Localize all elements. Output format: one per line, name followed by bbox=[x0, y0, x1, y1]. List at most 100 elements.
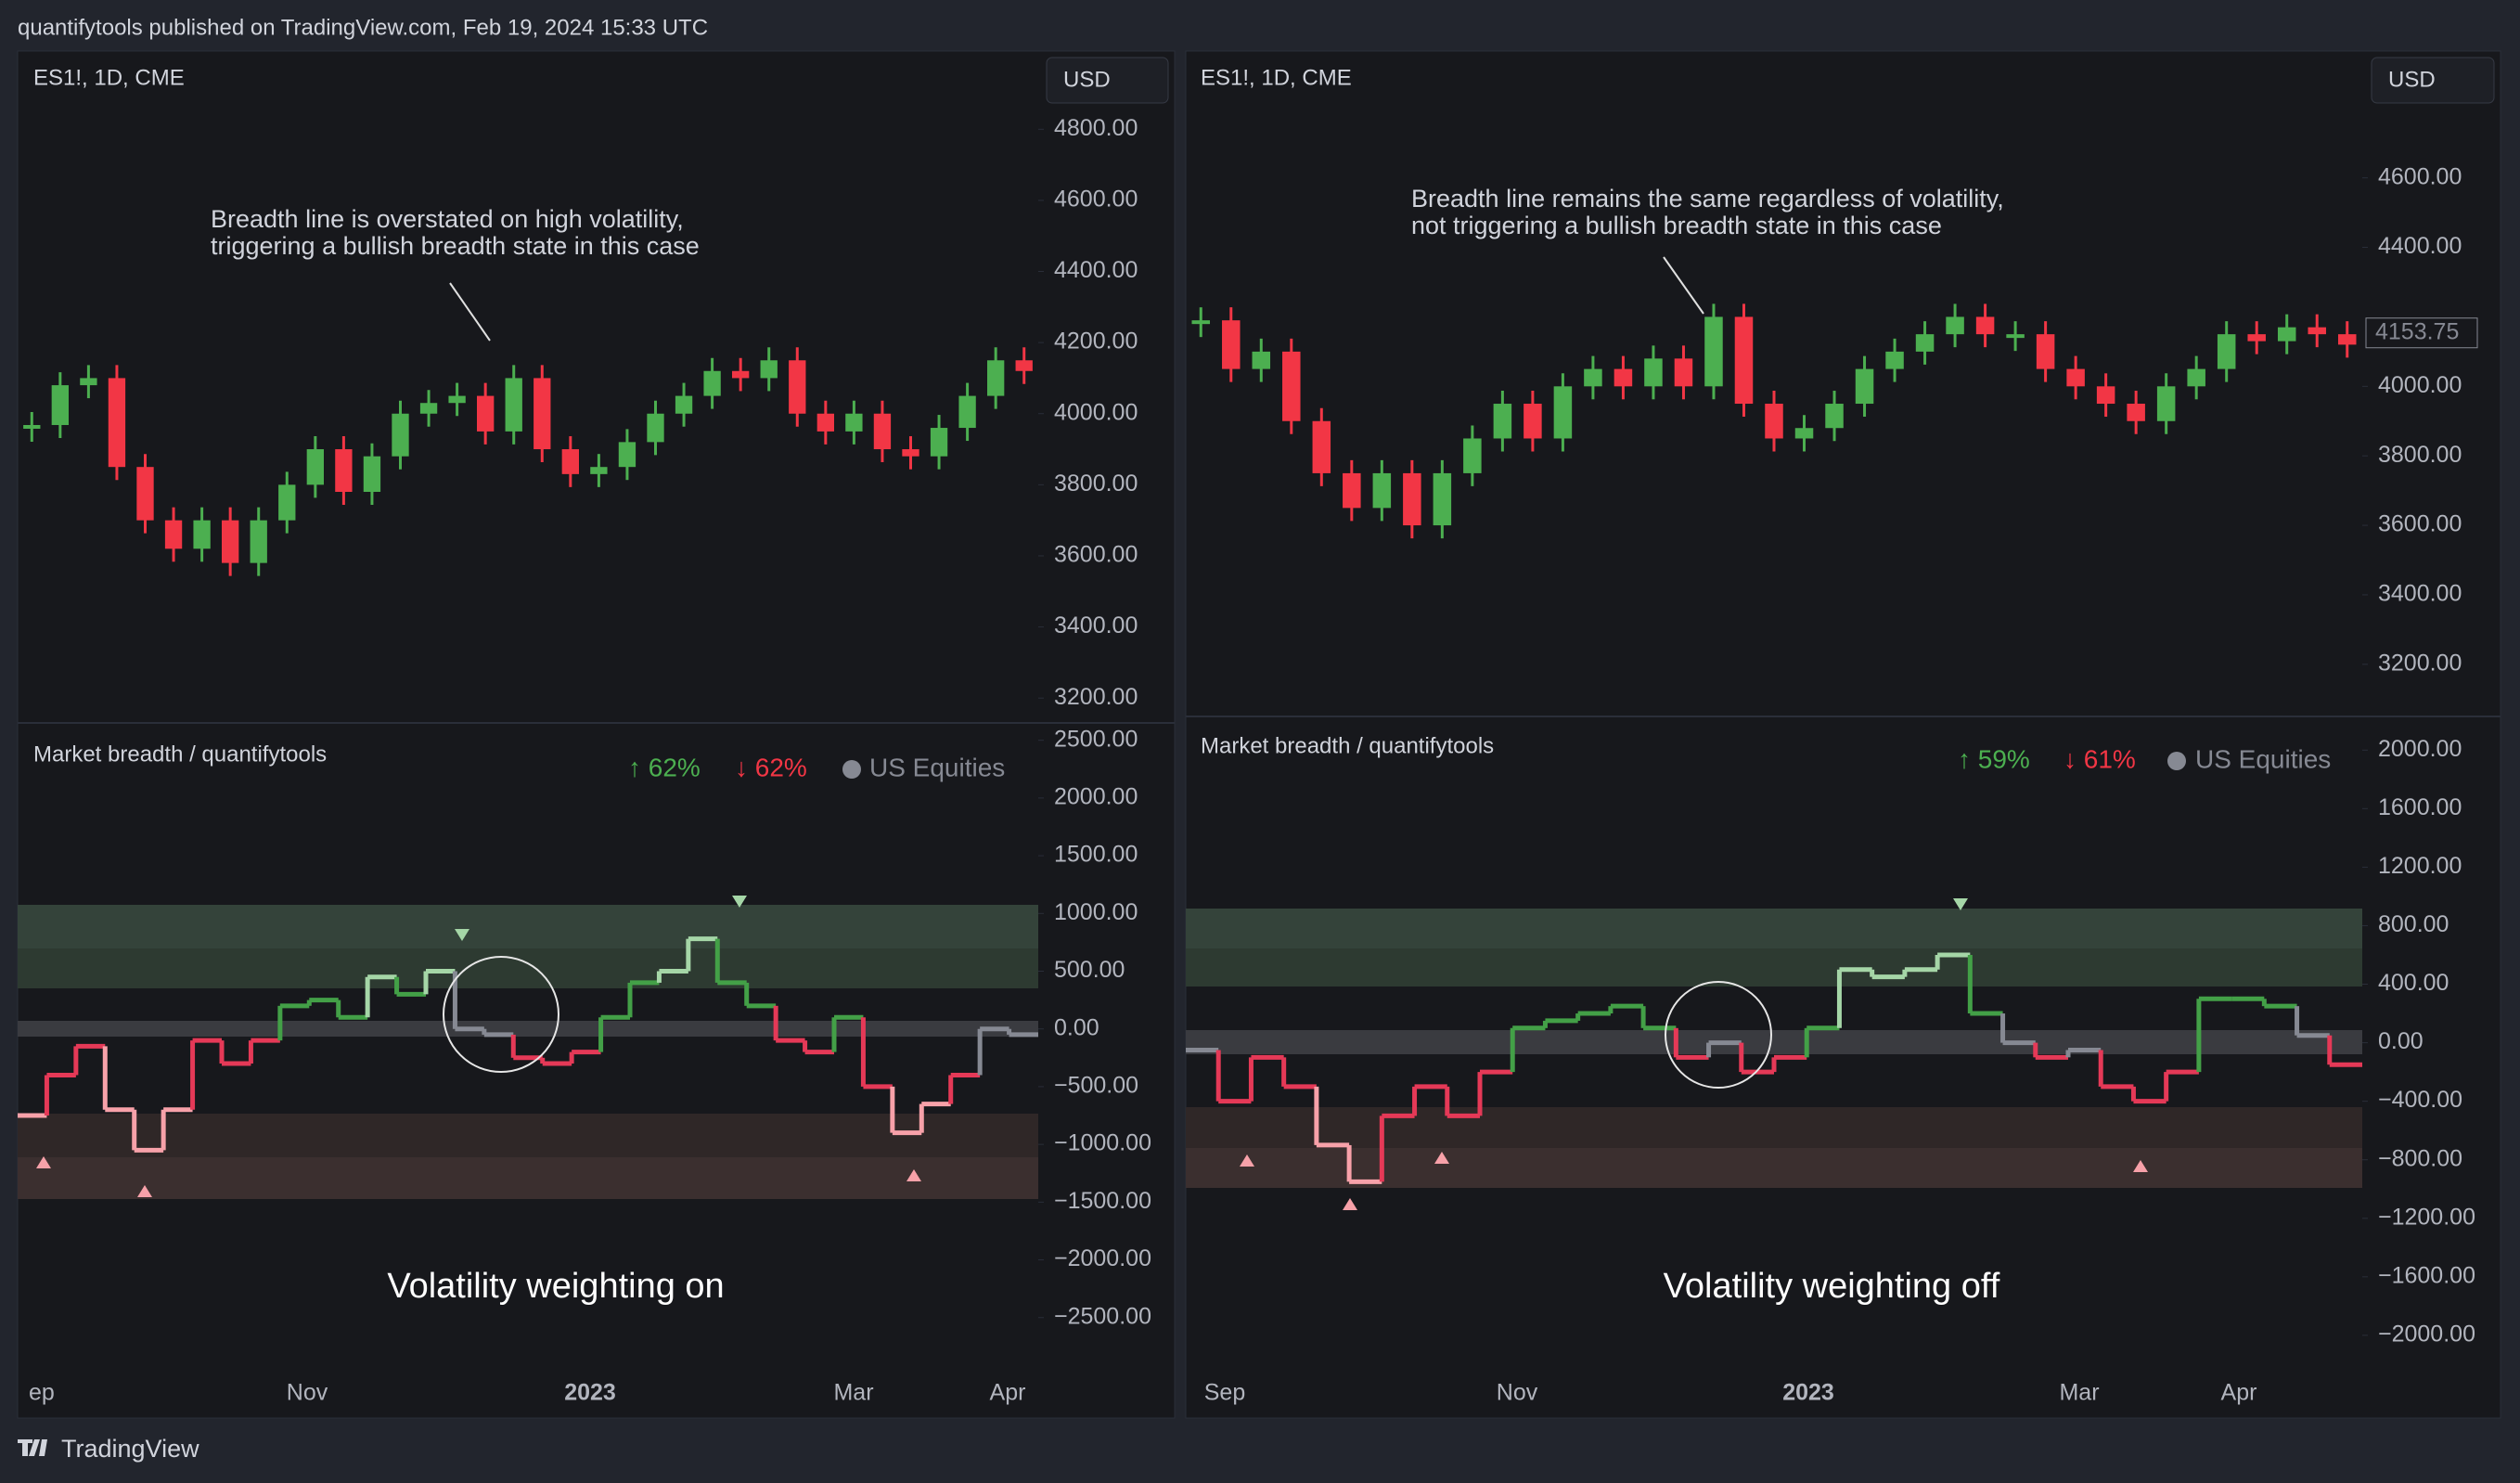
candle bbox=[136, 467, 154, 521]
last-price: 4153.75 bbox=[2375, 318, 2459, 344]
pointer bbox=[1663, 256, 1704, 315]
x-tick-label: Sep bbox=[1204, 1380, 1245, 1406]
candle bbox=[1524, 404, 1542, 439]
right-zones bbox=[1186, 909, 2362, 1188]
candle bbox=[789, 360, 806, 414]
marker bbox=[1434, 1152, 1449, 1164]
candle bbox=[1463, 438, 1482, 473]
y-tick-label: 0.00 bbox=[2378, 1028, 2424, 1054]
y-tick-label: −400.00 bbox=[2378, 1087, 2462, 1113]
x-tick-label: Nov bbox=[287, 1380, 328, 1406]
y-tick-label: 4400.00 bbox=[2378, 233, 2462, 259]
candle bbox=[732, 370, 750, 379]
marker bbox=[137, 1185, 152, 1197]
candle bbox=[2006, 334, 2025, 339]
legend-dot bbox=[2167, 752, 2186, 770]
candle bbox=[1282, 351, 1301, 421]
marker bbox=[36, 1156, 51, 1168]
annotation: Breadth line remains the same regardless… bbox=[1411, 185, 2004, 213]
candle bbox=[222, 520, 239, 563]
candle bbox=[1372, 472, 1392, 509]
y-tick-label: 3400.00 bbox=[1054, 613, 1138, 638]
marks: 3200.00 3400.00 3600.00 3800.00 4000.00 4200.… bbox=[18, 115, 2478, 1406]
y-tick-label: 4800.00 bbox=[1054, 115, 1138, 141]
signal-markers bbox=[36, 896, 2148, 1210]
candle bbox=[760, 360, 778, 379]
y-tick-label: 4000.00 bbox=[1054, 399, 1138, 425]
candle bbox=[1403, 472, 1421, 526]
annotation: not triggering a bullish breadth state i… bbox=[1411, 212, 1942, 239]
currency-button[interactable] bbox=[1046, 57, 1169, 104]
candle bbox=[335, 449, 353, 493]
zone bbox=[1186, 1030, 2362, 1054]
currency-button[interactable] bbox=[2371, 57, 2495, 104]
currency[interactable]: USD bbox=[2388, 67, 2436, 92]
candle bbox=[1794, 428, 1814, 439]
candle bbox=[1915, 334, 1935, 352]
zone bbox=[1186, 909, 2362, 948]
indicator-title: Market breadth / quantifytools bbox=[1201, 733, 1494, 758]
candle bbox=[987, 360, 1005, 396]
pointer bbox=[449, 282, 491, 342]
zone bbox=[18, 1114, 1038, 1157]
candle bbox=[534, 378, 551, 450]
candle bbox=[2156, 386, 2176, 421]
y-tick-label: 0.00 bbox=[1054, 1014, 1099, 1040]
candle bbox=[958, 395, 976, 429]
candle bbox=[419, 403, 438, 414]
candle bbox=[561, 449, 579, 474]
candle bbox=[845, 413, 863, 432]
candle bbox=[51, 385, 69, 425]
zone bbox=[18, 1157, 1038, 1199]
candle bbox=[1765, 404, 1783, 439]
y-tick-label: 4600.00 bbox=[1054, 186, 1138, 212]
currency[interactable]: USD bbox=[1063, 67, 1111, 92]
candle bbox=[1015, 360, 1033, 371]
candle bbox=[675, 395, 693, 414]
y-tick-label: 500.00 bbox=[1054, 957, 1125, 983]
candle bbox=[477, 395, 495, 432]
y-tick-label: −1500.00 bbox=[1054, 1188, 1151, 1214]
y-tick-label: 800.00 bbox=[2378, 911, 2449, 937]
candle bbox=[2066, 368, 2085, 387]
x-tick-label: Mar bbox=[833, 1380, 873, 1406]
candle bbox=[2217, 334, 2236, 369]
candle bbox=[816, 413, 834, 432]
logo bbox=[18, 1439, 47, 1456]
candle bbox=[193, 520, 211, 549]
marker bbox=[1953, 898, 1968, 910]
candle bbox=[164, 520, 183, 549]
x-tick-label: Apr bbox=[990, 1380, 1026, 1406]
candle bbox=[703, 370, 721, 396]
candle bbox=[590, 467, 608, 474]
y-tick-label: 1500.00 bbox=[1054, 842, 1138, 868]
symbol: ES1!, 1D, CME bbox=[1201, 65, 1352, 90]
y-tick-label: −1200.00 bbox=[2378, 1204, 2475, 1230]
y-tick-label: −800.00 bbox=[2378, 1145, 2462, 1171]
candle bbox=[873, 413, 892, 450]
annotation: triggering a bullish breadth state in th… bbox=[211, 232, 700, 260]
y-tick-label: −2000.00 bbox=[1054, 1245, 1151, 1271]
candle bbox=[1946, 316, 1964, 335]
marker bbox=[732, 896, 747, 908]
candle bbox=[1433, 472, 1452, 526]
legend-name: US Equities bbox=[869, 753, 1005, 781]
candle bbox=[647, 413, 664, 443]
y-tick-label: −1000.00 bbox=[1054, 1130, 1151, 1156]
x-tick-label: 2023 bbox=[564, 1380, 616, 1406]
y-tick-label: 4400.00 bbox=[1054, 257, 1138, 283]
y-tick-label: 3800.00 bbox=[2378, 442, 2462, 468]
y-tick-label: 3200.00 bbox=[1054, 684, 1138, 710]
y-tick-label: 4200.00 bbox=[1054, 329, 1138, 355]
x-tick-label: ep bbox=[29, 1380, 55, 1406]
candle bbox=[1584, 368, 1602, 387]
zone bbox=[1186, 948, 2362, 987]
x-tick-label: Nov bbox=[1497, 1380, 1538, 1406]
marker bbox=[1240, 1154, 1254, 1167]
highlight-circle bbox=[1665, 981, 1772, 1089]
y-tick-label: −500.00 bbox=[1054, 1073, 1138, 1099]
y-tick-label: 4600.00 bbox=[2378, 163, 2462, 189]
candle bbox=[930, 428, 948, 457]
brand: TradingView bbox=[61, 1435, 199, 1463]
y-tick-label: 2000.00 bbox=[1054, 783, 1138, 809]
